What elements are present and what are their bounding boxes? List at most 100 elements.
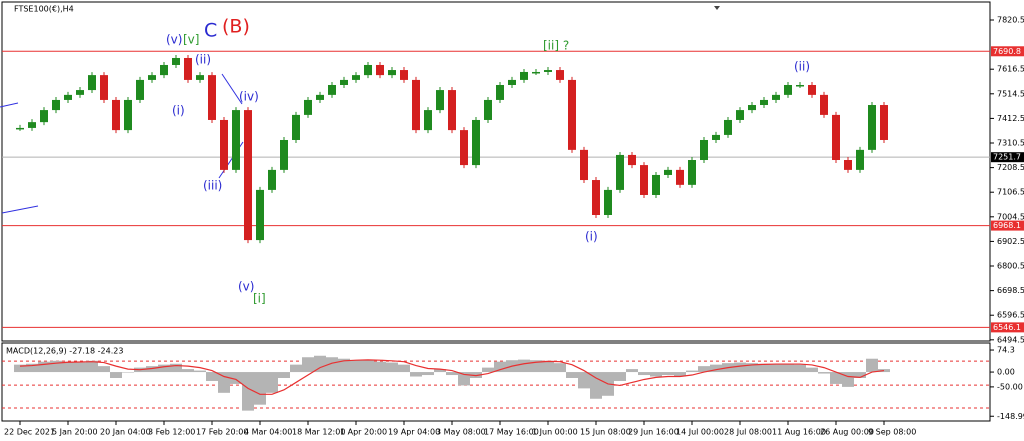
trend-line	[1, 205, 39, 214]
candle	[616, 154, 624, 190]
macd-bar	[770, 364, 782, 373]
candle	[844, 160, 852, 170]
candle	[364, 64, 372, 76]
y-tick-label: 7208.5	[997, 163, 1024, 172]
wave-label: C	[204, 20, 217, 42]
macd-bar	[422, 372, 434, 376]
macd-bar	[398, 364, 410, 373]
trend-line	[221, 73, 243, 105]
candle	[592, 180, 600, 216]
wave-label: (i)	[585, 230, 598, 244]
candle	[676, 169, 684, 185]
price-panel	[1, 1, 991, 342]
signal-line	[19, 359, 885, 395]
macd-title: MACD(12,26,9) -27.18 -24.23	[6, 347, 123, 356]
candle	[244, 110, 252, 241]
macd-bar	[290, 364, 302, 373]
y-tick-label: 7412.5	[997, 114, 1024, 123]
y-tick-label: 6902.5	[997, 237, 1024, 246]
x-tick-label: 17 May 16:00	[484, 428, 539, 437]
macd-bar	[194, 370, 206, 373]
candle	[412, 79, 420, 131]
x-tick-label: 9 Sep 08:00	[868, 428, 916, 437]
macd-bar	[842, 372, 854, 387]
macd-bar	[446, 372, 458, 376]
x-tick-label: 3 May 08:00	[436, 428, 486, 437]
macd-bar	[158, 364, 170, 373]
candle	[508, 79, 516, 85]
level-label: 6968.1	[993, 221, 1021, 230]
candle	[580, 149, 588, 181]
macd-bar	[554, 363, 566, 373]
macd-bar	[62, 361, 74, 373]
candle	[448, 90, 456, 131]
y-tick-label: 7820.5	[997, 15, 1024, 24]
macd-bar	[230, 372, 242, 384]
candle	[820, 94, 828, 115]
candle	[160, 64, 168, 76]
wave-label: [v]	[183, 33, 199, 47]
macd-bar	[50, 360, 62, 373]
y-tick-label: 74.3	[997, 346, 1015, 355]
candle	[436, 90, 444, 111]
candle	[880, 105, 888, 140]
level-label: 7690.8	[993, 47, 1021, 56]
macd-bar	[686, 370, 698, 373]
macd-bar	[626, 369, 638, 373]
macd-bar	[614, 372, 626, 381]
level-label-box	[991, 220, 1024, 231]
y-tick-label: 7106.5	[997, 188, 1024, 197]
x-tick-label: 3 Feb 12:00	[148, 428, 195, 437]
candle	[16, 127, 24, 130]
candle	[268, 169, 276, 190]
x-tick-label: 1 Jun 00:00	[532, 428, 578, 437]
x-tick-label: 17 Feb 20:00	[196, 428, 248, 437]
macd-bar	[482, 367, 494, 373]
macd-bar	[806, 367, 818, 373]
wave-label: (iii)	[203, 179, 222, 193]
candle	[700, 139, 708, 161]
last-price-label: 7251.7	[993, 153, 1021, 162]
macd-bar	[518, 359, 530, 373]
candle	[352, 75, 360, 80]
wave-label: (v)	[166, 33, 182, 47]
candle	[256, 189, 264, 241]
candle	[124, 99, 132, 131]
candle	[784, 84, 792, 95]
y-tick-label: 7514.5	[997, 89, 1024, 98]
macd-bar	[530, 360, 542, 373]
macd-bar	[542, 360, 554, 373]
candle	[772, 94, 780, 100]
macd-bar	[794, 364, 806, 373]
y-tick-label: -50.00	[997, 382, 1023, 391]
level-label: 6546.1	[993, 323, 1021, 332]
candle	[568, 79, 576, 150]
x-tick-label: 18 Mar 12:00	[292, 428, 345, 437]
candle	[760, 99, 768, 106]
macd-bar	[86, 360, 98, 373]
candle	[748, 105, 756, 111]
macd-bar	[218, 372, 230, 393]
candle	[640, 165, 648, 195]
candle	[544, 70, 552, 72]
macd-bar	[854, 372, 866, 378]
candle	[652, 174, 660, 195]
macd-bar	[386, 362, 398, 373]
candle	[64, 94, 72, 100]
macd-bar	[650, 372, 662, 377]
level-label-box	[991, 46, 1024, 57]
macd-bar	[578, 372, 590, 389]
candle	[304, 99, 312, 115]
macd-panel	[1, 342, 991, 422]
candle	[184, 57, 192, 80]
macd-bar	[362, 359, 374, 373]
candle	[328, 84, 336, 95]
macd-bar	[374, 361, 386, 373]
candle	[292, 114, 300, 140]
macd-bar	[206, 372, 218, 381]
macd-bar	[458, 372, 470, 386]
macd-bar	[782, 363, 794, 373]
macd-bar	[122, 372, 134, 373]
